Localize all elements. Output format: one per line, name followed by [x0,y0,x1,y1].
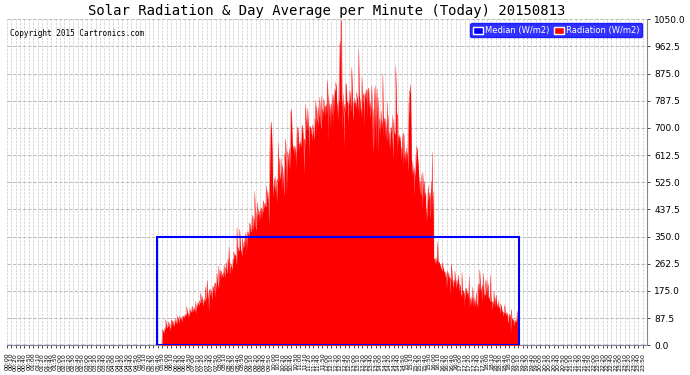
Title: Solar Radiation & Day Average per Minute (Today) 20150813: Solar Radiation & Day Average per Minute… [88,4,565,18]
Text: Copyright 2015 Cartronics.com: Copyright 2015 Cartronics.com [10,29,144,38]
Legend: Median (W/m2), Radiation (W/m2): Median (W/m2), Radiation (W/m2) [471,24,642,38]
Bar [157,237,519,345]
